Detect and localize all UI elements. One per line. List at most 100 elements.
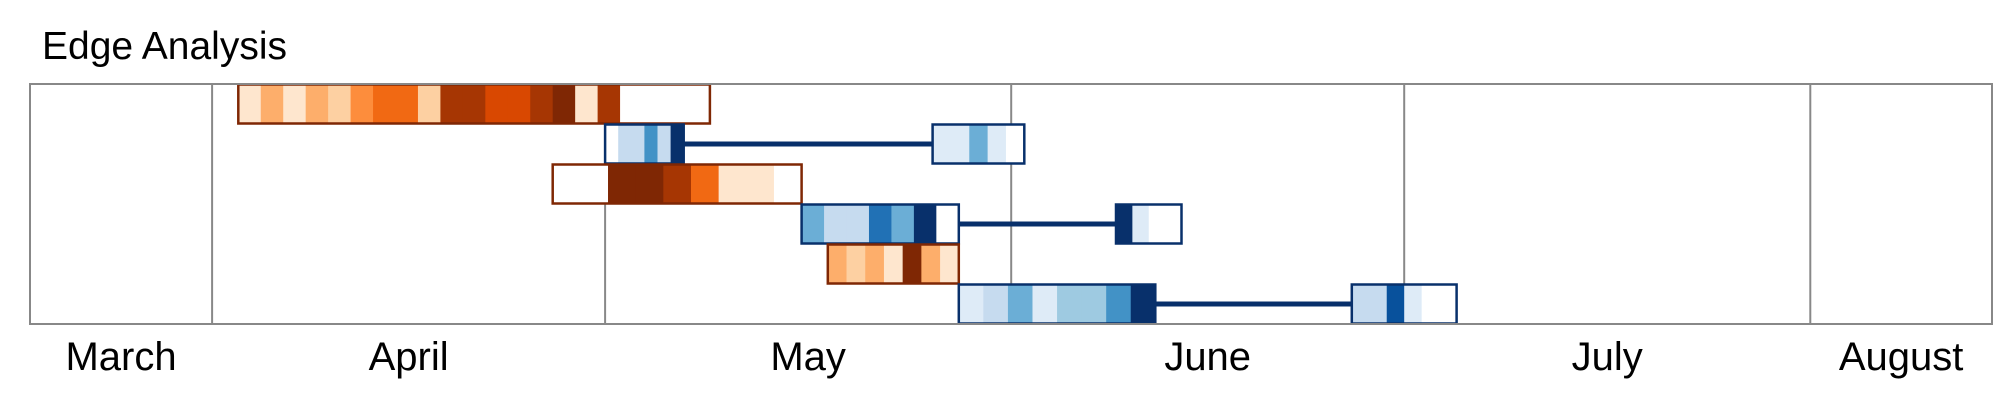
activity-cell (1130, 284, 1156, 324)
activity-cell (552, 84, 576, 124)
activity-cell (1116, 204, 1133, 244)
blue-activity-block (931, 123, 1026, 165)
timeline-row (237, 83, 712, 125)
activity-cell (718, 164, 747, 204)
month-labels: March April May June July August (65, 335, 1963, 379)
activity-cell (891, 204, 915, 244)
month-label: June (1164, 335, 1251, 379)
activity-cell (1421, 284, 1440, 324)
activity-cell (932, 124, 952, 164)
timeline-rows (237, 83, 1458, 325)
activity-cell (1439, 284, 1458, 324)
activity-cell (950, 124, 970, 164)
activity-cell (1148, 204, 1166, 244)
activity-cell (1057, 284, 1083, 324)
month-label: July (1572, 335, 1643, 379)
activity-cell (664, 84, 689, 124)
activity-cell (1404, 284, 1423, 324)
activity-cell (1106, 284, 1132, 324)
activity-cell (635, 164, 664, 204)
activity-cell (395, 84, 419, 124)
block-border (551, 163, 803, 205)
activity-cell (260, 84, 284, 124)
activity-cell (618, 124, 632, 164)
activity-cell (958, 284, 984, 324)
block-border (1114, 203, 1183, 245)
block-border (826, 243, 961, 285)
plot-frame (29, 83, 1993, 325)
activity-cell (1132, 204, 1150, 244)
blue-activity-block (800, 203, 961, 245)
activity-cell (846, 204, 870, 244)
timeline-row (800, 203, 1183, 245)
activity-cell (238, 84, 262, 124)
activity-cell (846, 244, 866, 284)
activity-cell (827, 244, 848, 284)
blue-activity-block (1114, 203, 1183, 245)
activity-cell (597, 84, 621, 124)
activity-cell (644, 124, 659, 164)
month-label: March (65, 335, 176, 379)
activity-cell (824, 204, 848, 244)
activity-cell (552, 164, 581, 204)
timeline-row (957, 283, 1458, 325)
month-label: August (1839, 335, 1964, 379)
activity-cell (940, 244, 960, 284)
activity-cell (865, 244, 885, 284)
block-border (931, 123, 1026, 165)
activity-cell (983, 284, 1009, 324)
activity-cell (687, 84, 711, 124)
orange-activity-block (551, 163, 803, 205)
activity-cell (608, 164, 637, 204)
activity-cell (1386, 284, 1405, 324)
activity-cell (657, 124, 672, 164)
timeline-row (603, 123, 1026, 165)
activity-cell (440, 84, 464, 124)
chart-title: Edge Analysis (42, 25, 287, 68)
activity-cell (921, 244, 941, 284)
activity-cell (620, 84, 644, 124)
activity-cell (773, 164, 803, 204)
orange-activity-block (826, 243, 961, 285)
activity-cell (605, 124, 619, 164)
blue-activity-block (957, 283, 1157, 325)
activity-cell (746, 164, 775, 204)
blue-activity-block (603, 123, 685, 165)
activity-cell (1032, 284, 1058, 324)
activity-cell (485, 84, 509, 124)
activity-cell (1081, 284, 1107, 324)
activity-cell (936, 204, 960, 244)
activity-cell (507, 84, 531, 124)
activity-cell (883, 244, 904, 284)
activity-cell (969, 124, 989, 164)
activity-cell (987, 124, 1007, 164)
activity-cell (462, 84, 486, 124)
activity-cell (417, 84, 442, 124)
activity-cell (631, 124, 645, 164)
timeline-row (826, 243, 961, 285)
activity-cell (305, 84, 329, 124)
activity-cell (283, 84, 307, 124)
activity-cell (580, 164, 609, 204)
activity-cell (1007, 284, 1034, 324)
activity-cell (575, 84, 599, 124)
blue-activity-block (1350, 283, 1458, 325)
activity-cell (350, 84, 374, 124)
activity-cell (902, 244, 922, 284)
orange-activity-block (237, 83, 712, 125)
activity-cell (801, 204, 825, 244)
month-label: May (770, 335, 846, 379)
month-label: April (369, 335, 449, 379)
activity-cell (642, 84, 666, 124)
activity-cell (913, 204, 937, 244)
activity-cell (663, 164, 692, 204)
activity-cell (1369, 284, 1388, 324)
activity-cell (373, 84, 397, 124)
timeline-row (551, 163, 803, 205)
activity-cell (690, 164, 720, 204)
activity-cell (868, 204, 893, 244)
activity-cell (1005, 124, 1025, 164)
activity-cell (530, 84, 554, 124)
activity-cell (670, 124, 685, 164)
